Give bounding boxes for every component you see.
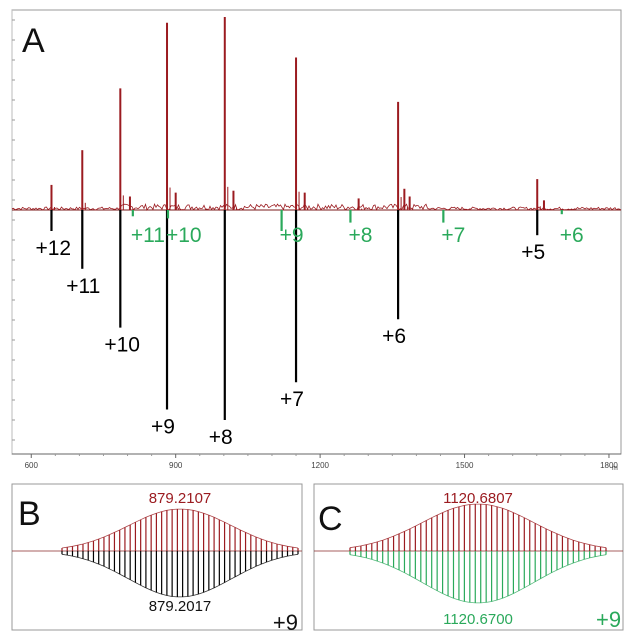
charge-state-label: +11: [66, 275, 100, 298]
panel-a-y-ticks: [12, 19, 15, 441]
panel-c-charge-label: +9: [596, 607, 621, 631]
experimental-envelope: [349, 503, 607, 549]
panel-b-top-label: 879.2107: [149, 490, 212, 507]
theoretical-envelope: [61, 553, 299, 598]
panel-c-letter: C: [318, 500, 343, 538]
charge-state-label: +6: [560, 224, 584, 247]
panel-c-frame: [313, 483, 624, 631]
charge-state-label: +8: [209, 426, 233, 449]
panel-b-letter: B: [18, 495, 41, 533]
panel-b: B 879.2107 879.2017 +9: [11, 483, 303, 631]
panel-a-letter: A: [22, 22, 45, 60]
panel-c-top-label: 1120.6807: [443, 490, 513, 507]
panel-a-x-axis-label: m: [612, 465, 618, 472]
charge-state-label: +8: [348, 224, 372, 247]
panel-a-noise-trace: [11, 202, 622, 211]
panel-c: C 1120.6807 1120.6700 +9: [313, 483, 624, 631]
charge-state-label: +9: [280, 224, 304, 247]
x-tick-label: 1500: [456, 461, 474, 470]
charge-state-label: +7: [280, 388, 304, 411]
charge-state-label: +5: [521, 241, 545, 264]
theoretical-envelope: [349, 554, 607, 604]
charge-state-label: +7: [441, 224, 465, 247]
experimental-envelope: [61, 508, 299, 549]
panel-c-marks: [349, 503, 607, 604]
x-tick-label: 1200: [311, 461, 329, 470]
panel-a-marks: +12+11+10+9 +8+7+6+5+11 +10 +9 +8 +7 +6: [35, 17, 584, 449]
panel-b-bottom-label: 879.2017: [149, 598, 212, 615]
panel-b-marks: [61, 508, 299, 598]
x-tick-label: 1800: [600, 461, 618, 470]
panel-a: +12+11+10+9 +8+7+6+5+11 +10 +9 +8 +7 +6 A 600 9…: [11, 9, 622, 472]
panel-c-bottom-label: 1120.6700: [443, 611, 513, 628]
charge-state-label: +6: [382, 325, 406, 348]
charge-state-label: +12: [35, 237, 71, 260]
charge-state-label: +11: [131, 224, 165, 247]
panel-b-frame: [11, 483, 303, 631]
charge-state-label: +10: [104, 334, 140, 357]
x-tick-label: 600: [25, 461, 39, 470]
x-tick-label: 900: [169, 461, 183, 470]
panel-b-charge-label: +9: [273, 610, 298, 631]
charge-state-label: +10: [166, 224, 202, 247]
charge-state-label: +9: [151, 416, 175, 439]
panel-a-frame: [11, 9, 622, 455]
panel-a-x-ticks: 600 900 1200 1500 1800: [25, 454, 618, 470]
